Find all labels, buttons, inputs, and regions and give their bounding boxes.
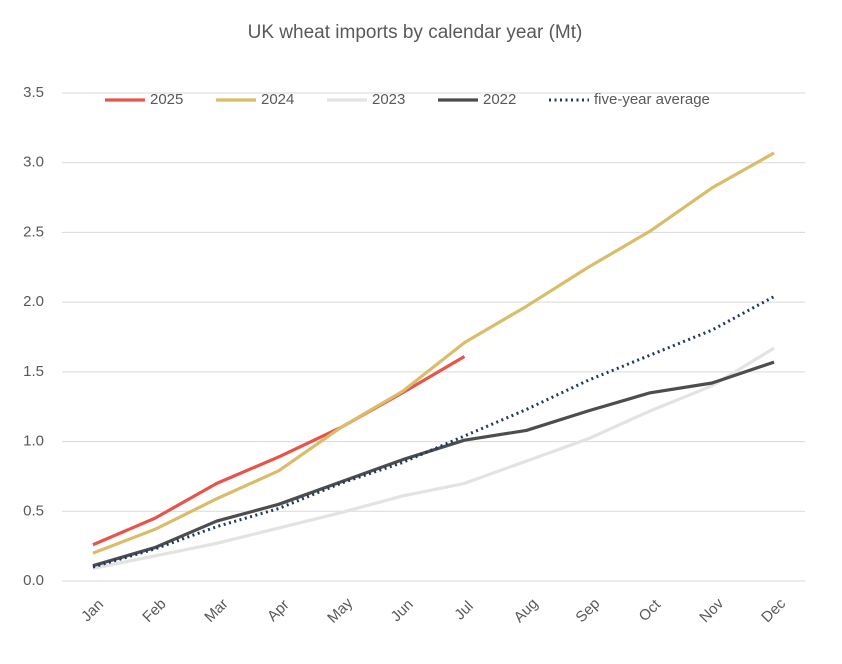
x-tick-label: Aug (511, 595, 542, 626)
x-tick-label: May (324, 594, 356, 626)
x-tick-label: Jan (78, 596, 107, 625)
x-tick-label: Mar (201, 595, 231, 625)
y-tick-label: 3.5 (23, 84, 44, 101)
y-tick-label: 0.0 (23, 572, 44, 589)
series-line (92, 151, 775, 555)
x-tick-label: Oct (636, 596, 665, 625)
legend-label: five-year average (594, 91, 710, 108)
legend-label: 2025 (150, 91, 183, 108)
y-tick-label: 0.5 (23, 502, 44, 519)
y-tick-label: 3.0 (23, 154, 44, 171)
y-tick-label: 1.0 (23, 433, 44, 450)
y-tick-label: 2.0 (23, 293, 44, 310)
x-tick-label: Dec (758, 595, 789, 626)
x-tick-label: Jul (451, 598, 477, 624)
legend-label: 2024 (261, 91, 294, 108)
series-line (92, 360, 775, 568)
chart-title: UK wheat imports by calendar year (Mt) (248, 22, 583, 43)
y-tick-label: 1.5 (23, 363, 44, 380)
legend-label: 2022 (483, 91, 516, 108)
x-tick-label: Nov (696, 595, 727, 626)
x-tick-label: Sep (572, 595, 603, 626)
x-tick-label: Feb (139, 595, 169, 625)
x-tick-label: Apr (264, 596, 293, 625)
series-line (92, 346, 775, 571)
legend-label: 2023 (372, 91, 405, 108)
x-tick-label: Jun (388, 596, 417, 625)
series-line (92, 295, 775, 569)
y-tick-label: 2.5 (23, 223, 44, 240)
